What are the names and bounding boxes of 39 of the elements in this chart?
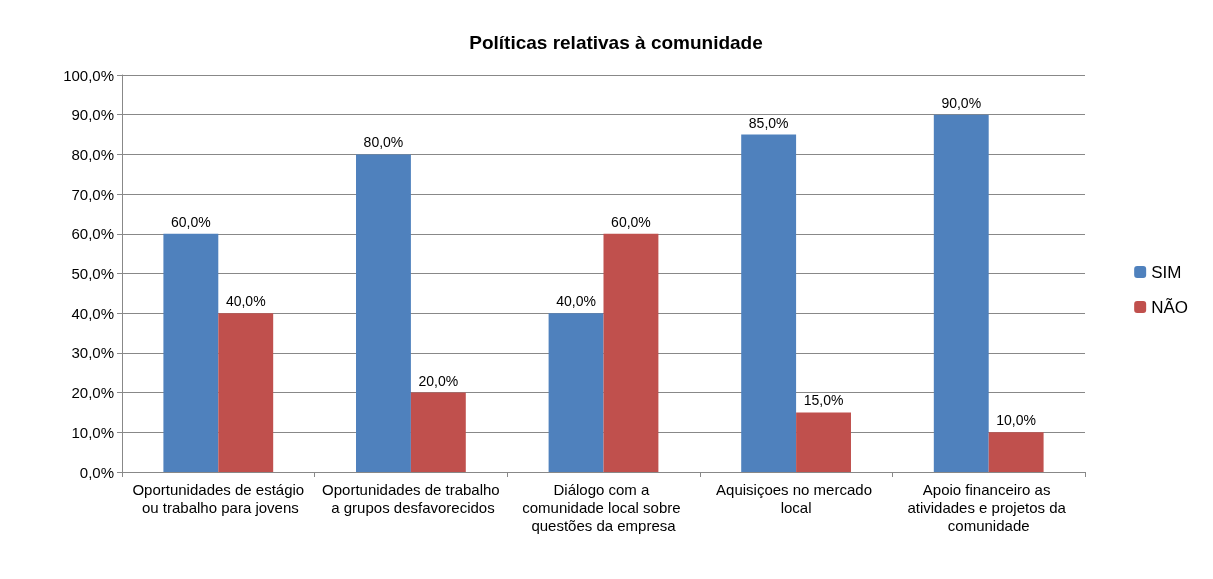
y-tick-label: 70,0% <box>71 185 114 203</box>
bar <box>218 313 274 472</box>
bar <box>410 392 466 472</box>
data-label: 85,0% <box>748 114 789 131</box>
x-tick-label: Oportunidades de trabalho a grupos desfavorecidos <box>322 480 500 516</box>
x-tick-label: Diálogo com a comunidade local sobre questões da empresa <box>522 480 685 534</box>
data-label: 90,0% <box>941 94 982 111</box>
y-tick-label: 50,0% <box>71 265 114 282</box>
data-label: 10,0% <box>996 412 1036 429</box>
data-label: 40,0% <box>556 293 596 310</box>
legend-label: SIM <box>1151 262 1182 282</box>
y-tick-label: 40,0% <box>71 304 114 322</box>
y-tick-label: 100,0% <box>63 66 114 84</box>
y-tick-label: 30,0% <box>71 344 114 362</box>
bar <box>356 154 411 472</box>
data-label: 60,0% <box>611 213 651 230</box>
bar <box>933 114 989 472</box>
data-label: 80,0% <box>363 134 404 151</box>
data-label: 15,0% <box>803 392 844 409</box>
data-label: 20,0% <box>418 372 459 389</box>
data-label: 40,0% <box>225 293 266 310</box>
chart-title: Políticas relativas à comunidade <box>469 32 763 53</box>
y-tick-label: 80,0% <box>71 145 114 163</box>
y-tick-label: 20,0% <box>71 384 114 402</box>
x-tick-label: Aquisiçoes no mercado local <box>716 480 877 516</box>
bar <box>796 412 851 472</box>
data-label: 60,0% <box>171 213 211 230</box>
y-tick-label: 10,0% <box>71 423 114 441</box>
bar <box>603 233 659 472</box>
y-tick-label: 0,0% <box>79 463 114 481</box>
x-tick-label: Oportunidades de estágio ou trabalho para jovens <box>132 480 305 516</box>
y-tick-label: 90,0% <box>71 106 114 124</box>
bar <box>548 313 604 472</box>
x-tick-label: Apoio financeiro as atividades e projetos da comunidade <box>907 480 1070 534</box>
bar <box>163 233 219 472</box>
y-tick-label: 60,0% <box>71 225 114 243</box>
legend-label: NÃO <box>1151 297 1188 317</box>
bar <box>741 134 797 472</box>
bar <box>988 432 1044 472</box>
